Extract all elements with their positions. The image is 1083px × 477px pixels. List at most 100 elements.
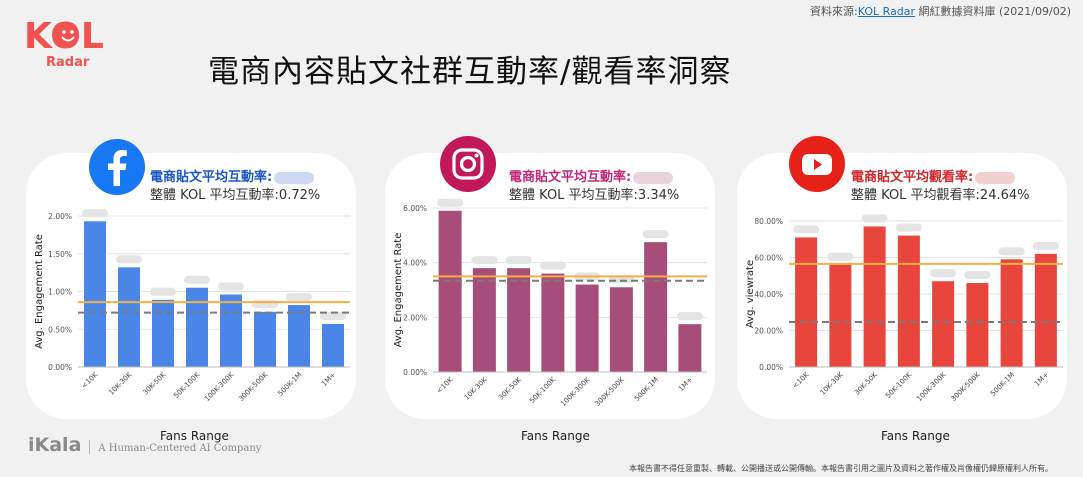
y-tick-label: 1.00%	[48, 288, 72, 297]
bar-300K-500K	[966, 283, 989, 367]
bar-100K-300K	[220, 294, 242, 367]
y-tick-label: 6.00%	[403, 204, 427, 213]
x-tick-label: 100K-300K	[559, 375, 592, 408]
redacted-data-label	[184, 275, 210, 284]
source-suffix: 網紅數據資料庫 (2021/09/02)	[918, 5, 1071, 18]
y-tick-label: 40.00%	[754, 290, 783, 299]
x-tick-label: <10K	[791, 370, 811, 390]
x-tick-label: 30K-50K	[853, 370, 879, 396]
x-tick-label: 100K-300K	[915, 370, 948, 403]
x-tick-label: 50K-100K	[528, 375, 557, 404]
bar-100K-300K	[575, 284, 599, 372]
redacted-data-label	[471, 256, 498, 265]
kol-radar-logo: KOL Radar	[24, 14, 116, 74]
x-tick-label: 300K-500K	[949, 370, 982, 403]
instagram-chart-card: 0.00% 2.00% 4.00% 6.00% Avg. Engagement Rate…	[385, 153, 715, 419]
instagram-chart: 0.00% 2.00% 4.00% 6.00% Avg. Engagement Rate…	[393, 198, 707, 408]
x-tick-label: 10K-30K	[463, 375, 489, 401]
source-prefix: 資料來源:	[810, 5, 858, 18]
x-tick-label: 50K-100K	[884, 370, 913, 399]
y-tick-label: 80.00%	[754, 217, 783, 226]
redacted-data-label	[539, 261, 566, 270]
ikala-tagline: A Human-Centered AI Company	[98, 443, 262, 454]
y-tick-label: 0.00%	[759, 363, 783, 372]
redacted-data-label	[676, 312, 703, 321]
instagram-x-axis-title: Fans Range	[521, 429, 590, 443]
x-tick-label: 50K-100K	[172, 370, 201, 399]
bar-30K-50K	[152, 299, 174, 367]
redacted-data-label	[827, 252, 854, 261]
redacted-data-label	[642, 230, 669, 239]
facebook-icon	[89, 139, 145, 195]
facebook-x-axis-title: Fans Range	[160, 429, 229, 443]
instagram-icon	[440, 136, 496, 192]
youtube-icon	[789, 136, 845, 192]
bar-50K-100K	[897, 235, 920, 367]
bar-<10K	[795, 237, 818, 367]
instagram-header-label: 電商貼文平均互動率:	[509, 170, 632, 185]
redacted-data-label	[150, 287, 176, 296]
x-tick-label: 300K-500K	[237, 370, 270, 403]
source-link[interactable]: KOL Radar	[857, 5, 916, 18]
redacted-data-label	[505, 256, 532, 265]
y-tick-label: 0.00%	[403, 368, 427, 377]
y-tick-label: 2.00%	[48, 212, 72, 221]
bar-<10K	[84, 221, 106, 367]
redacted-data-label	[286, 293, 312, 302]
copyright-notice: 本報告書不得任意重製、轉載、公開播送或公開傳輸。本報告書引用之圖片及資料之著作權…	[629, 464, 1053, 473]
page-title: 電商內容貼文社群互動率/觀看率洞察	[208, 54, 732, 90]
youtube-header-title: 電商貼文平均觀看率:	[851, 166, 1016, 185]
y-tick-label: 2.00%	[403, 313, 427, 322]
y-tick-label: 4.00%	[403, 259, 427, 268]
bar-1M+	[322, 323, 344, 367]
bar-300K-500K	[609, 287, 633, 372]
bar-50K-100K	[186, 287, 208, 367]
bar-50K-100K	[541, 273, 565, 372]
redacted-data-label	[82, 209, 108, 218]
y-axis-title: Avg. Engagement Rate	[34, 234, 45, 349]
x-tick-label: <10K	[435, 375, 455, 395]
bar-1M+	[678, 324, 702, 372]
redacted-data-label	[793, 225, 820, 234]
x-tick-label: 100K-300K	[203, 370, 236, 403]
facebook-header-overall: 整體 KOL 平均互動率:0.72%	[150, 188, 321, 203]
data-source: 資料來源:KOL Radar 網紅數據資料庫 (2021/09/02)	[810, 3, 1071, 19]
redacted-data-label	[1032, 241, 1059, 250]
y-tick-label: 0.00%	[48, 363, 72, 372]
youtube-header-label: 電商貼文平均觀看率:	[851, 170, 974, 185]
bar-<10K	[438, 210, 462, 372]
bar-500K-1M	[644, 242, 668, 372]
bar-500K-1M	[288, 305, 310, 367]
x-tick-label: 10K-30K	[107, 370, 133, 396]
y-axis-title: Avg. Engagement Rate	[393, 233, 404, 348]
x-tick-label: 500K-1M	[633, 376, 660, 403]
redacted-data-label	[895, 223, 922, 232]
bar-10K-30K	[472, 268, 496, 372]
youtube-chart-card: 0.00% 20.00% 40.00% 60.00% 80.00% Avg. viewra…	[737, 153, 1067, 419]
x-tick-label: 30K-50K	[497, 375, 523, 401]
bar-30K-50K	[507, 268, 531, 372]
instagram-header-overall: 整體 KOL 平均互動率:3.34%	[509, 188, 680, 203]
x-tick-label: 500K-1M	[276, 371, 303, 398]
redacted-data-label	[998, 247, 1025, 256]
bar-500K-1M	[1000, 259, 1023, 367]
redacted-value	[274, 171, 315, 184]
bar-10K-30K	[829, 264, 852, 367]
y-tick-label: 20.00%	[754, 327, 783, 336]
ikala-name: iKala	[28, 434, 82, 456]
x-tick-label: 1M+	[320, 371, 337, 388]
y-tick-label: 1.50%	[48, 250, 72, 259]
x-tick-label: 30K-50K	[141, 370, 167, 396]
redacted-data-label	[930, 269, 957, 278]
redacted-data-label	[116, 255, 142, 264]
x-tick-label: 1M+	[677, 376, 694, 393]
bar-30K-50K	[863, 226, 886, 367]
bar-300K-500K	[254, 311, 276, 367]
ikala-brand: iKala A Human-Centered AI Company	[28, 434, 261, 456]
bar-10K-30K	[118, 267, 140, 367]
facebook-chart-card: 0.00% 0.50% 1.00% 1.50% 2.00% Avg. Engagement…	[26, 153, 356, 419]
facebook-header-title: 電商貼文平均互動率:	[150, 166, 315, 185]
y-tick-label: 0.50%	[48, 325, 72, 334]
instagram-header-title: 電商貼文平均互動率:	[509, 166, 674, 185]
bar-1M+	[1034, 253, 1057, 367]
